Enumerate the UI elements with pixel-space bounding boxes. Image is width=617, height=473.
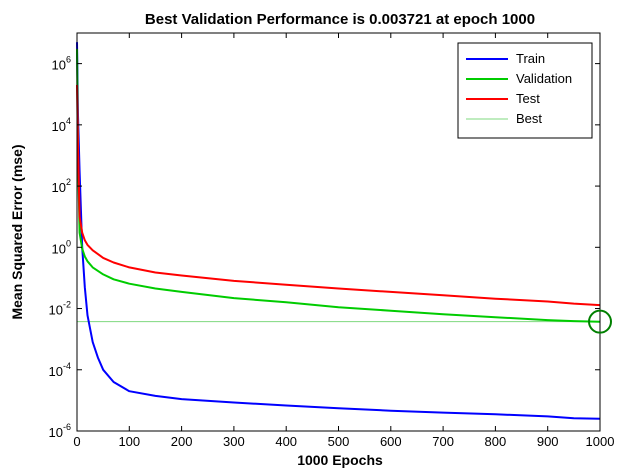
legend-entry-test-label: Test [516, 91, 540, 106]
x-tick-label: 100 [118, 434, 140, 449]
best-marker-circle [588, 309, 612, 334]
y-tick-label: 10-4 [49, 361, 71, 379]
y-tick-base: 10 [52, 241, 66, 256]
y-tick-label: 102 [52, 177, 71, 195]
y-tick-label: 100 [52, 238, 71, 256]
plot-frame [76, 32, 601, 432]
y-tick-base: 10 [52, 119, 66, 134]
series-line-train [76, 42, 601, 420]
x-axis-label: 1000 Epochs [297, 452, 383, 468]
y-axis-label: Mean Squared Error (mse) [9, 144, 25, 319]
x-tick-label: 1000 [586, 434, 615, 449]
chart-title: Best Validation Performance is 0.003721 … [145, 11, 535, 28]
x-tick-label: 0 [73, 434, 80, 449]
legend-entry-best-label: Best [516, 111, 542, 126]
x-tick-label: 800 [485, 434, 507, 449]
x-tick-label: 400 [275, 434, 297, 449]
series-line-test [76, 84, 601, 307]
legend-entry-validation-label: Validation [516, 71, 572, 86]
y-tick-base: 10 [52, 180, 66, 195]
y-tick-label: 10-6 [49, 422, 71, 440]
series-line-validation [76, 48, 601, 323]
x-tick-label: 500 [328, 434, 350, 449]
y-tick-exponent: -6 [63, 422, 71, 432]
y-tick-exponent: -4 [63, 361, 71, 371]
y-tick-label: 106 [52, 55, 71, 73]
y-tick-exponent: 2 [66, 177, 71, 187]
x-tick-label: 600 [380, 434, 402, 449]
x-tick-label: 700 [432, 434, 454, 449]
x-tick-label: 300 [223, 434, 245, 449]
y-tick-exponent: 4 [66, 116, 71, 126]
y-tick-base: 10 [49, 364, 63, 379]
legend: Train Validation Test Best [457, 42, 593, 139]
y-tick-base: 10 [49, 303, 63, 318]
y-tick-exponent: -2 [63, 300, 71, 310]
y-tick-label: 104 [52, 116, 71, 134]
legend-entry-train-label: Train [516, 51, 545, 66]
y-tick-base: 10 [52, 58, 66, 73]
x-tick-label: 900 [537, 434, 559, 449]
y-tick-label: 10-2 [49, 300, 71, 318]
x-tick-label: 200 [171, 434, 193, 449]
y-tick-base: 10 [49, 425, 63, 440]
y-tick-exponent: 0 [66, 238, 71, 248]
y-tick-exponent: 6 [66, 55, 71, 65]
